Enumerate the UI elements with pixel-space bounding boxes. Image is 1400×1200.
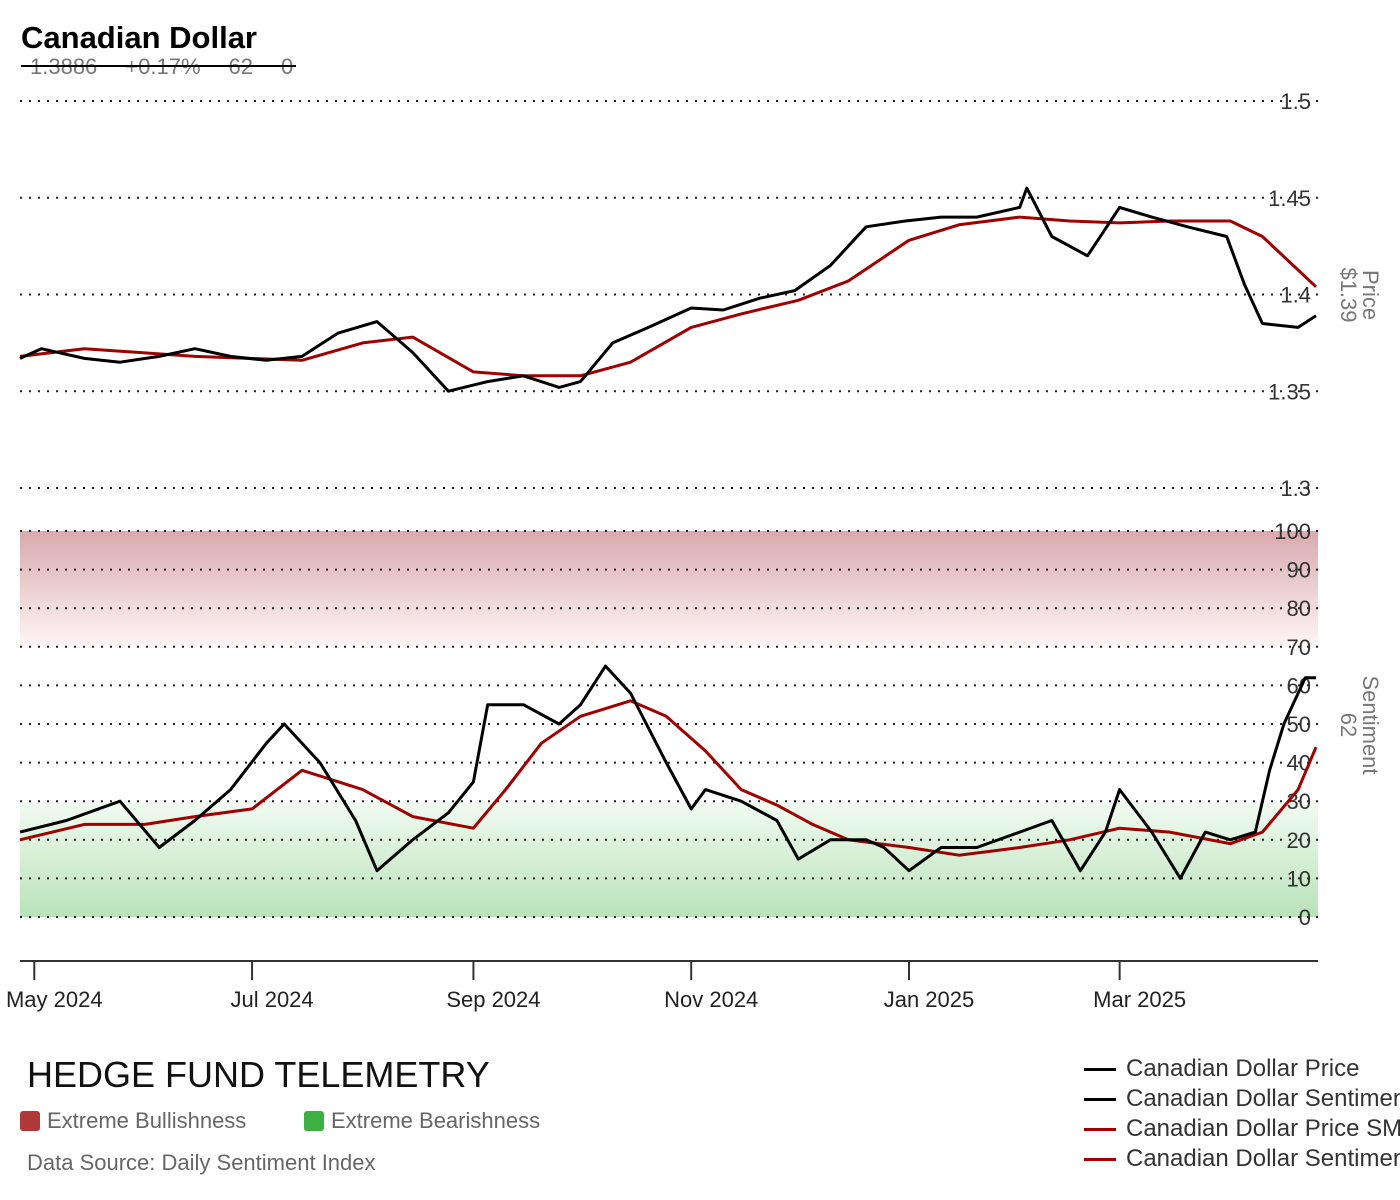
extreme-bearishness-band	[20, 801, 1318, 917]
bear-swatch	[304, 1111, 324, 1131]
legend-item-sentiment[interactable]: Canadian Dollar Sentiment	[1084, 1084, 1400, 1114]
sentiment-line	[19, 664, 1316, 880]
header-strike-line	[21, 65, 296, 67]
sentiment-tick-label: 80	[1287, 596, 1311, 621]
chart-title: Canadian Dollar	[21, 20, 257, 55]
legend-item-sentiment-sma[interactable]: Canadian Dollar Sentiment SMA	[1084, 1144, 1400, 1174]
bear-legend: Extreme Bearishness	[304, 1108, 540, 1134]
price-tick-label: 1.3	[1280, 476, 1311, 501]
sentiment-tick-label: 30	[1287, 789, 1311, 814]
x-tick-label: Jul 2024	[230, 987, 313, 1012]
bull-legend: Extreme Bullishness	[20, 1108, 246, 1134]
price-line	[19, 186, 1317, 393]
axis-title: Sentiment	[1358, 675, 1383, 774]
chart: 1.51.451.41.351.31009080706050403020100M…	[6, 89, 1383, 1012]
brand-logo-text: HEDGE FUND TELEMETRY	[27, 1054, 490, 1095]
price-sma-line	[19, 215, 1318, 378]
x-tick-label: May 2024	[6, 987, 103, 1012]
price-tick-label: 1.5	[1280, 89, 1311, 114]
sentiment-tick-label: 0	[1299, 905, 1311, 930]
axis-current-value: 62	[1336, 713, 1361, 737]
x-tick-label: Jan 2025	[884, 987, 975, 1012]
x-tick-label: Mar 2025	[1093, 987, 1186, 1012]
price-axis-label: Price$1.39	[1336, 267, 1383, 322]
x-tick-label: Sep 2024	[446, 987, 540, 1012]
axis-current-value: $1.39	[1336, 267, 1361, 322]
sentiment-tick-label: 70	[1287, 635, 1311, 660]
price-tick-label: 1.35	[1268, 379, 1311, 404]
price-tick-label: 1.4	[1280, 283, 1311, 308]
sentiment-tick-label: 10	[1287, 866, 1311, 891]
legend-label: Canadian Dollar Price SMA	[1126, 1115, 1400, 1142]
data-source: Data Source: Daily Sentiment Index	[27, 1150, 376, 1175]
legend-label: Canadian Dollar Sentiment SMA	[1126, 1145, 1400, 1172]
bull-label: Extreme Bullishness	[47, 1108, 247, 1133]
extreme-bullishness-band	[20, 531, 1318, 647]
price-tick-label: 1.45	[1268, 186, 1311, 211]
sentiment-sma-line	[19, 699, 1318, 857]
sentiment-tick-label: 20	[1287, 828, 1311, 853]
legend-item-price[interactable]: Canadian Dollar Price	[1084, 1054, 1400, 1084]
bear-label: Extreme Bearishness	[331, 1108, 541, 1133]
bull-swatch	[20, 1111, 40, 1131]
legend-label: Canadian Dollar Price	[1126, 1055, 1360, 1082]
sentiment-tick-label: 40	[1287, 751, 1311, 776]
sentiment-tick-label: 50	[1287, 712, 1311, 737]
series-legend: Canadian Dollar Price Canadian Dollar Se…	[1084, 1054, 1400, 1174]
x-tick-label: Nov 2024	[664, 987, 758, 1012]
axis-title: Price	[1358, 270, 1383, 320]
sentiment-tick-label: 100	[1274, 519, 1311, 544]
legend-label: Canadian Dollar Sentiment	[1126, 1085, 1400, 1112]
sentiment-tick-label: 90	[1287, 558, 1311, 583]
legend-item-price-sma[interactable]: Canadian Dollar Price SMA	[1084, 1114, 1400, 1144]
